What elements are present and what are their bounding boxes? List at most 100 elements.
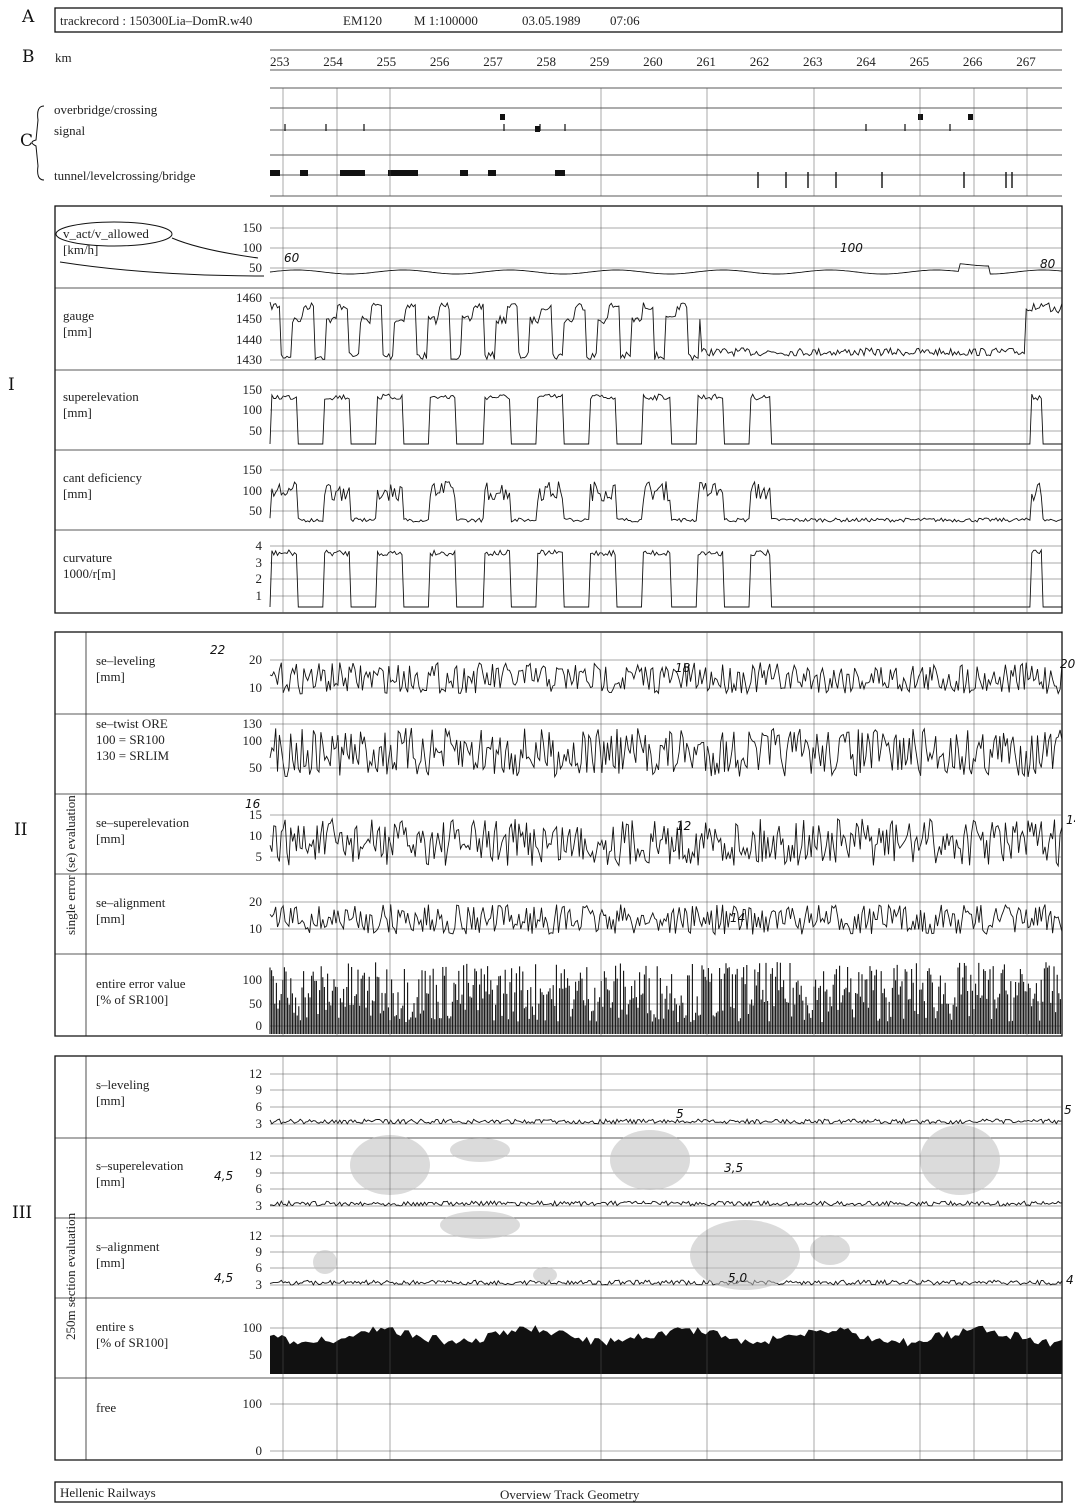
panel-unit-se_leveling: [mm] xyxy=(96,669,125,684)
panel-title-se_alignment: se–alignment xyxy=(96,895,166,910)
km-tick-260: 260 xyxy=(643,54,663,69)
tick-entire_error-50: 50 xyxy=(249,996,262,1011)
tick-curvature-1: 1 xyxy=(256,588,263,603)
tick-gauge-1430: 1430 xyxy=(236,352,262,367)
area-entire-s xyxy=(270,1325,1062,1374)
panel-unit-entire_s: [% of SR100] xyxy=(96,1335,168,1350)
row-letter-a: A xyxy=(21,7,35,27)
note-slev-5a: 5 xyxy=(676,1107,684,1121)
header-time: 07:06 xyxy=(610,13,640,28)
note-ali-14: 14 xyxy=(730,911,745,925)
stipple-cloud-3 xyxy=(920,1125,1000,1195)
km-tick-267: 267 xyxy=(1016,54,1036,69)
tick-se_superelevation-15: 15 xyxy=(249,807,262,822)
tick-speed-100: 100 xyxy=(243,240,263,255)
panel-title-se_superelevation: se–superelevation xyxy=(96,815,190,830)
tunnel-mark-5 xyxy=(488,170,496,176)
section-two-numeral: II xyxy=(14,820,27,840)
tick-s_leveling-9: 9 xyxy=(256,1082,263,1097)
tick-cant-150: 150 xyxy=(243,462,263,477)
km-tick-256: 256 xyxy=(430,54,450,69)
stipple-cloud-1 xyxy=(450,1138,510,1162)
panel-title-s_alignment: s–alignment xyxy=(96,1239,160,1254)
stipple-cloud-2 xyxy=(610,1130,690,1190)
tick-superelevation-50: 50 xyxy=(249,423,262,438)
panel-unit-curvature: 1000/r[m] xyxy=(63,566,116,581)
section-two-frame xyxy=(54,631,1063,1037)
tick-cant-50: 50 xyxy=(249,503,262,518)
tick-gauge-1450: 1450 xyxy=(236,311,262,326)
panel-se_leveling: se–leveling[mm] 20 10 xyxy=(55,652,1063,715)
trace-s_superelevation xyxy=(269,1199,1063,1207)
trace-se_twist xyxy=(269,727,1063,779)
km-tick-266: 266 xyxy=(963,54,983,69)
panel-title-speed: v_act/v_allowed xyxy=(63,226,149,241)
section-three-numeral: III xyxy=(12,1203,32,1223)
note-sali-5: 5,0 xyxy=(728,1271,747,1285)
km-tick-262: 262 xyxy=(750,54,770,69)
tick-entire_error-0: 0 xyxy=(256,1018,263,1033)
header-record: trackrecord : 150300Lia–DomR.w40 xyxy=(60,13,252,28)
tick-s_superelevation-6: 6 xyxy=(256,1181,263,1196)
tick-superelevation-100: 100 xyxy=(243,402,263,417)
bars-entire-error xyxy=(269,962,1061,1034)
stipple-cloud-5 xyxy=(690,1220,800,1290)
panel-title-s_superelevation: s–superelevation xyxy=(96,1158,184,1173)
header-vehicle: EM120 xyxy=(343,13,382,28)
panel-se_superelevation: se–superelevation[mm] 15 10 5 xyxy=(55,807,1063,875)
panel-unit-cant: [mm] xyxy=(63,486,92,501)
tick-se_alignment-10: 10 xyxy=(249,921,262,936)
tick-s_superelevation-12: 12 xyxy=(249,1148,262,1163)
km-tick-labels: 253 254 255 256 257 258 259 260 261 262 263 264 265 2… xyxy=(270,54,1036,69)
km-tick-265: 265 xyxy=(910,54,930,69)
note-speed-60: 60 xyxy=(284,251,300,265)
footer-left: Hellenic Railways xyxy=(60,1485,156,1500)
panel-unit-gauge: [mm] xyxy=(63,324,92,339)
tunnel-mark-6 xyxy=(555,170,565,176)
tick-se_leveling-10: 10 xyxy=(249,680,262,695)
note-speed-80: 80 xyxy=(1040,257,1056,271)
tick-s_leveling-6: 6 xyxy=(256,1099,263,1114)
tick-entire_error-100: 100 xyxy=(243,972,263,987)
tick-s_alignment-12: 12 xyxy=(249,1228,262,1243)
feature-brace xyxy=(31,105,45,181)
panel-unit-se_superelevation: [mm] xyxy=(96,831,125,846)
tick-se_twist-130: 130 xyxy=(243,716,263,731)
trace-s_alignment xyxy=(269,1279,1063,1286)
stipple-cloud-4 xyxy=(440,1211,520,1239)
panel-entire_error: entire error value[% of SR100] 100 50 0 xyxy=(55,962,1062,1037)
speed-label-circle xyxy=(55,221,173,247)
panel-unit-entire_error: [% of SR100] xyxy=(96,992,168,1007)
km-tick-254: 254 xyxy=(323,54,343,69)
tick-curvature-3: 3 xyxy=(256,555,263,570)
tunnel-mark-4 xyxy=(460,170,468,176)
trace-se_leveling xyxy=(269,661,1063,696)
feature-tunnel-label: tunnel/levelcrossing/bridge xyxy=(54,168,196,183)
km-tick-261: 261 xyxy=(696,54,716,69)
trace-se_alignment xyxy=(269,903,1063,936)
tunnel-mark-1 xyxy=(300,170,308,176)
trace-curvature xyxy=(269,548,1062,608)
panel-title-superelevation: superelevation xyxy=(63,389,139,404)
panel-title-se_twist: se–twist ORE xyxy=(96,716,168,731)
panel-speed: v_act/v_allowed[km/h] 150 100 50 xyxy=(55,220,1063,289)
km-tick-258: 258 xyxy=(537,54,557,69)
tick-se_alignment-20: 20 xyxy=(249,894,262,909)
overbridge-mark-2 xyxy=(918,114,923,120)
panel-s_leveling: s–leveling[mm] 129 6 3 xyxy=(55,1066,1063,1139)
tick-se_superelevation-5: 5 xyxy=(256,849,263,864)
panel-entire_s: entire s[% of SR100] 100 50 xyxy=(55,1319,1062,1379)
tick-se_twist-100: 100 xyxy=(243,733,263,748)
overbridge-mark-3 xyxy=(968,114,973,120)
panel-unit-s_leveling: [mm] xyxy=(96,1093,125,1108)
panel-title-se_leveling: se–leveling xyxy=(96,653,156,668)
panel-cant: cant deficiency[mm] 150 100 50 xyxy=(55,462,1063,531)
feature-overbridge-label: overbridge/crossing xyxy=(54,102,158,117)
km-tick-259: 259 xyxy=(590,54,610,69)
feature-signal-label: signal xyxy=(54,123,85,138)
tick-s_alignment-9: 9 xyxy=(256,1244,263,1259)
section-one-numeral: I xyxy=(8,375,15,395)
tick-se_twist-50: 50 xyxy=(249,760,262,775)
